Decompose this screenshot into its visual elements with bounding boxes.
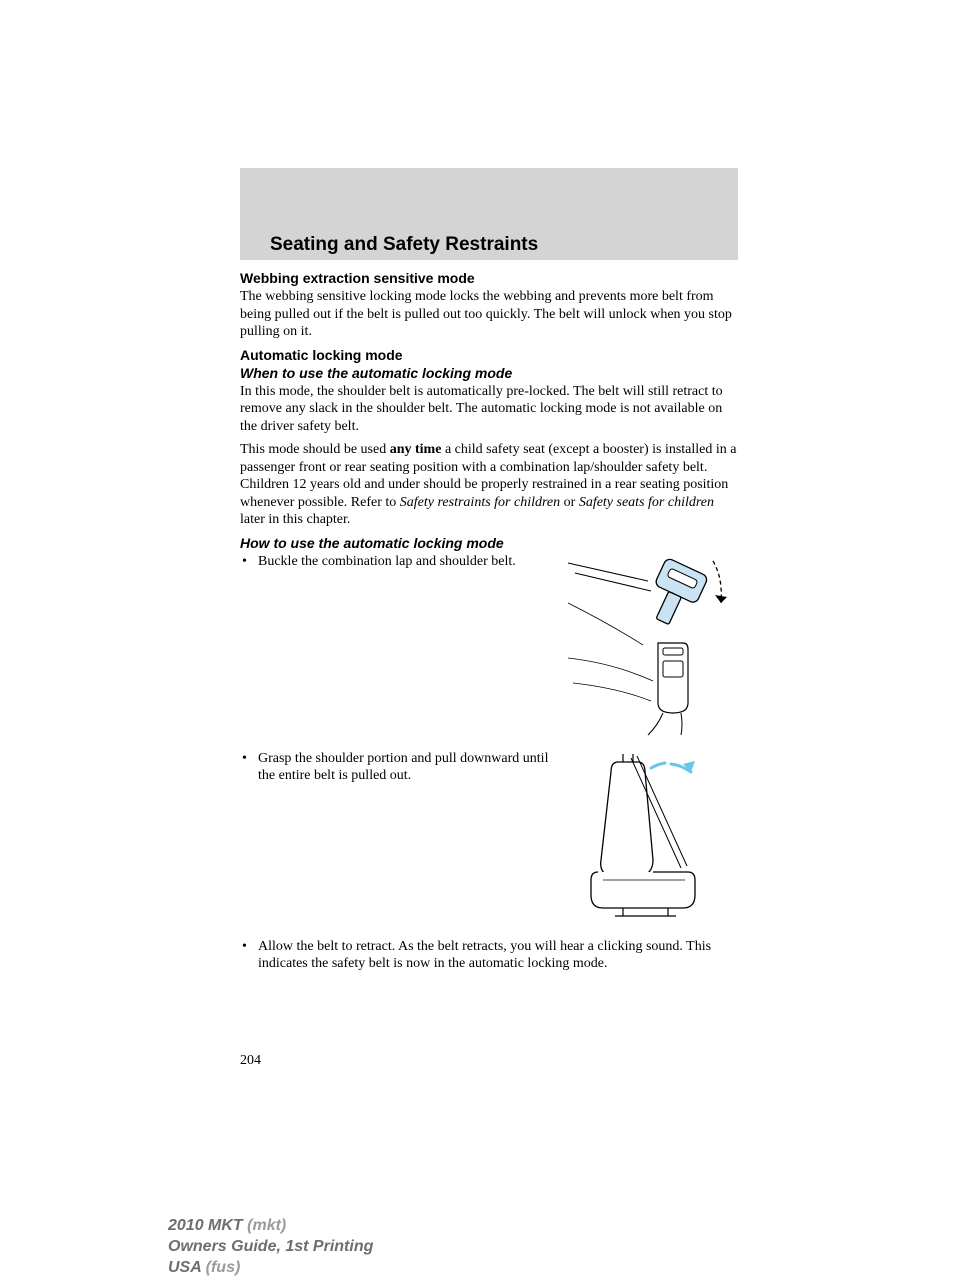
- section-header-bar: Seating and Safety Restraints: [240, 168, 738, 260]
- footer-line-2: Owners Guide, 1st Printing: [168, 1237, 373, 1258]
- footer-text: (fus): [201, 1259, 240, 1276]
- heading-when-use: When to use the automatic locking mode: [240, 365, 738, 381]
- heading-how-use: How to use the automatic locking mode: [240, 535, 738, 551]
- bullet-marker: •: [240, 938, 258, 973]
- illustration-buckle: [563, 553, 738, 738]
- bullet-text: Buckle the combination lap and shoulder …: [258, 553, 553, 571]
- text-italic: Safety seats for children: [579, 495, 714, 510]
- paragraph-auto2: This mode should be used any time a chil…: [240, 441, 738, 529]
- bullet-item-3: • Allow the belt to retract. As the belt…: [240, 938, 738, 973]
- text-bold: any time: [390, 442, 442, 457]
- section-title: Seating and Safety Restraints: [240, 168, 738, 256]
- footer-text: (mkt): [243, 1217, 287, 1234]
- text-span: This mode should be used: [240, 442, 390, 457]
- bullet-text: Allow the belt to retract. As the belt r…: [258, 938, 738, 973]
- text-span: or: [560, 495, 579, 510]
- footer-text: USA: [168, 1259, 201, 1276]
- bullet-row-2: • Grasp the shoulder portion and pull do…: [240, 750, 738, 920]
- bullet-item: • Buckle the combination lap and shoulde…: [240, 553, 553, 571]
- buckle-svg: [563, 553, 738, 738]
- footer-block: 2010 MKT (mkt) Owners Guide, 1st Printin…: [168, 1216, 373, 1278]
- page-content: Webbing extraction sensitive mode The we…: [240, 270, 738, 983]
- bullet-item: • Grasp the shoulder portion and pull do…: [240, 750, 553, 785]
- bullet-text: Grasp the shoulder portion and pull down…: [258, 750, 553, 785]
- text-italic: Safety restraints for children: [400, 495, 560, 510]
- bullet-row-1: • Buckle the combination lap and shoulde…: [240, 553, 738, 738]
- illustration-seat-pull: [563, 750, 738, 920]
- paragraph-auto1: In this mode, the shoulder belt is autom…: [240, 383, 738, 436]
- page-number: 204: [240, 1053, 261, 1069]
- footer-line-1: 2010 MKT (mkt): [168, 1216, 373, 1237]
- paragraph-webbing: The webbing sensitive locking mode locks…: [240, 288, 738, 341]
- footer-line-3: USA (fus): [168, 1258, 373, 1278]
- bullet-marker: •: [240, 750, 258, 785]
- footer-text: 2010 MKT: [168, 1217, 243, 1234]
- seat-svg: [573, 750, 728, 920]
- bullet-marker: •: [240, 553, 258, 571]
- heading-automatic: Automatic locking mode: [240, 347, 738, 363]
- heading-webbing: Webbing extraction sensitive mode: [240, 270, 738, 286]
- text-span: later in this chapter.: [240, 512, 350, 527]
